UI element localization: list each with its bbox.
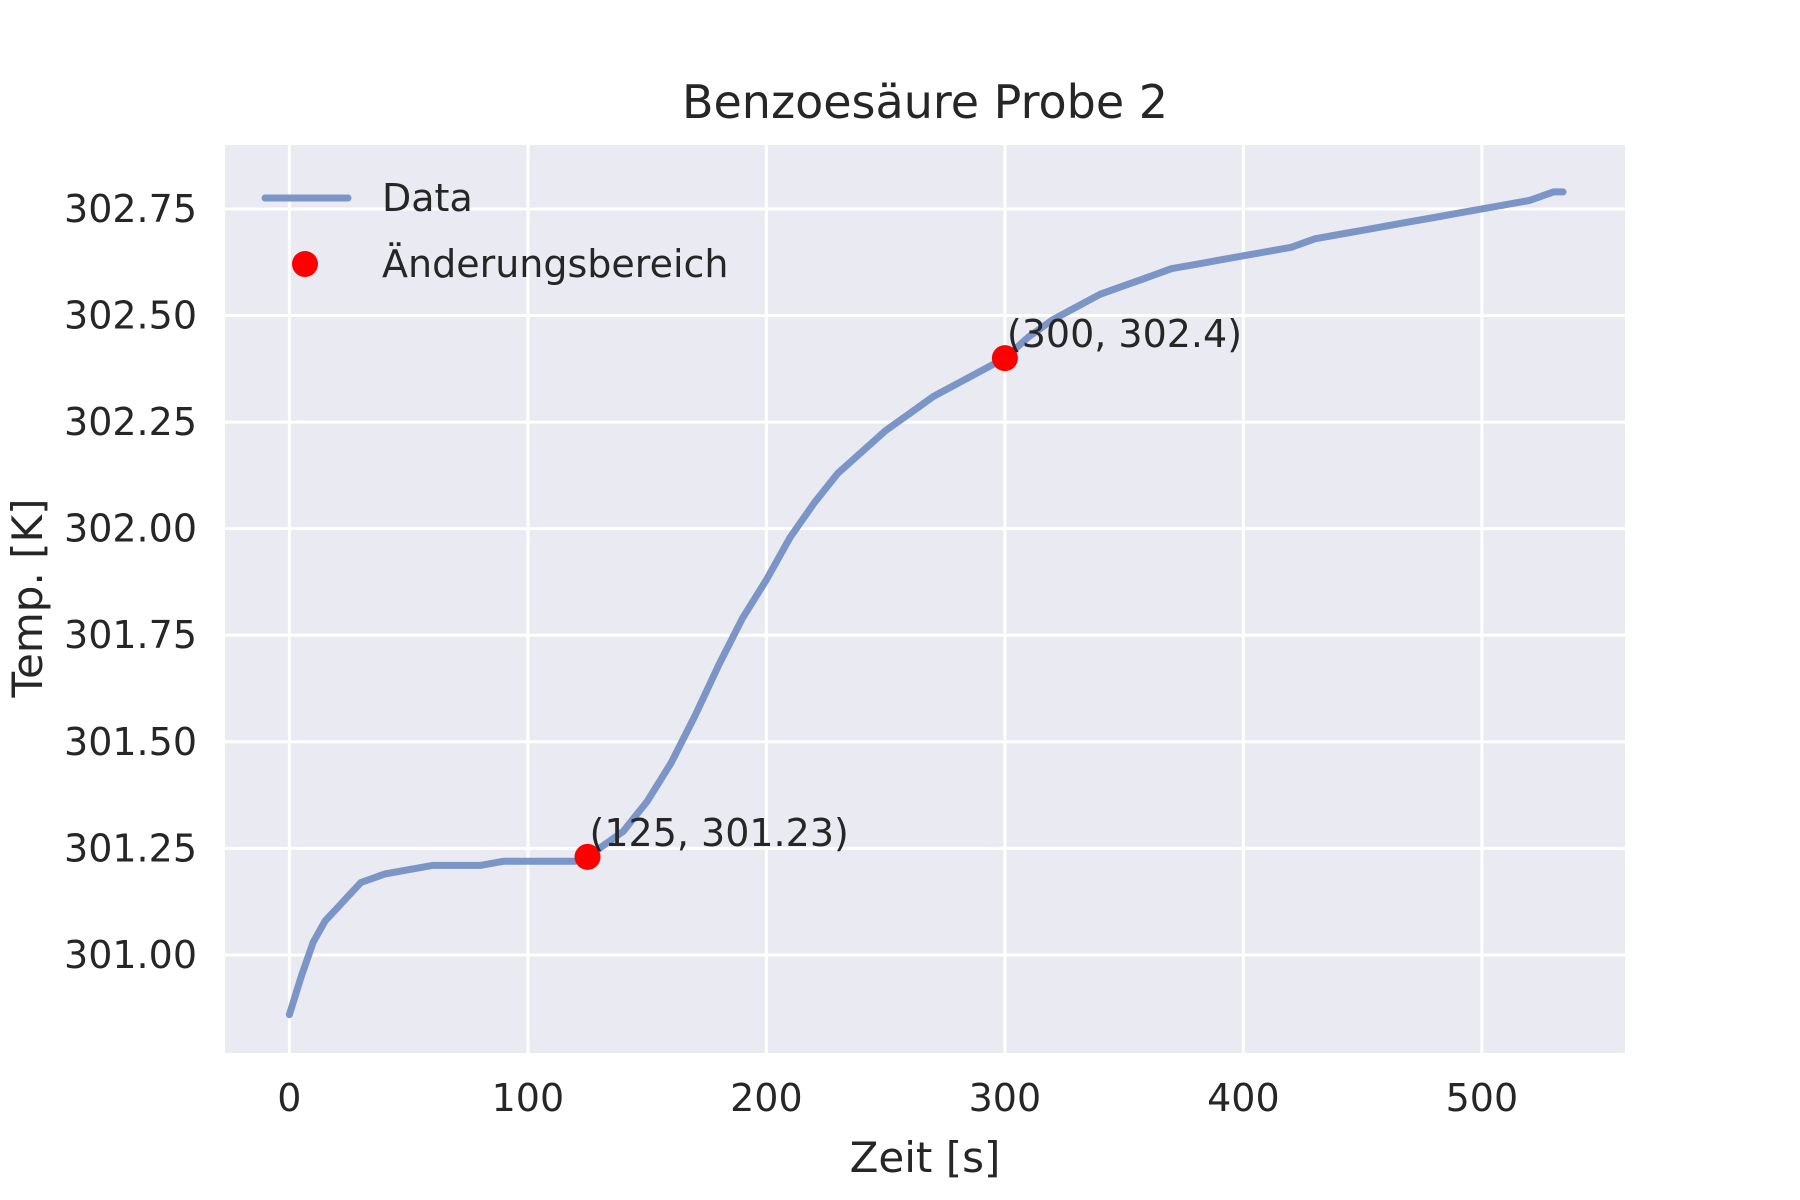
y-tick-label: 302.00 [64,507,197,551]
y-tick-label: 301.50 [64,720,197,764]
legend-label-aenderungsbereich: Änderungsbereich [382,242,729,286]
point-annotation: (125, 301.23) [590,811,849,855]
ticks: 0 100 200 300 400 500 301.00 301.25 301.50 301.75… [64,187,1518,1120]
chart-title: Benzoesäure Probe 2 [682,75,1168,129]
x-axis-label: Zeit [s] [850,1133,1001,1182]
series-layer: (125, 301.23) (300, 302.4) [285,188,1567,1019]
change-region-point [991,345,1018,372]
x-tick-label: 400 [1207,1076,1280,1120]
x-tick-label: 500 [1446,1076,1519,1120]
y-axis-label: Temp. [K] [3,499,52,699]
x-tick-label: 300 [969,1076,1042,1120]
y-tick-label: 301.00 [64,933,197,977]
point-annotation: (300, 302.4) [1007,312,1242,356]
y-tick-label: 302.50 [64,294,197,338]
y-tick-label: 302.75 [64,187,197,231]
y-tick-label: 302.25 [64,400,197,444]
x-tick-label: 100 [492,1076,565,1120]
x-tick-label: 0 [277,1076,301,1120]
y-tick-label: 301.75 [64,613,197,657]
legend-label-data: Data [382,176,473,220]
legend-marker-swatch [292,251,318,277]
y-tick-label: 301.25 [64,826,197,870]
grid [225,145,1625,1053]
series-line-data [285,188,1567,1019]
change-region-point [574,843,601,870]
x-tick-label: 200 [730,1076,803,1120]
plot-area [225,145,1625,1053]
legend: Data Änderungsbereich [261,176,729,286]
